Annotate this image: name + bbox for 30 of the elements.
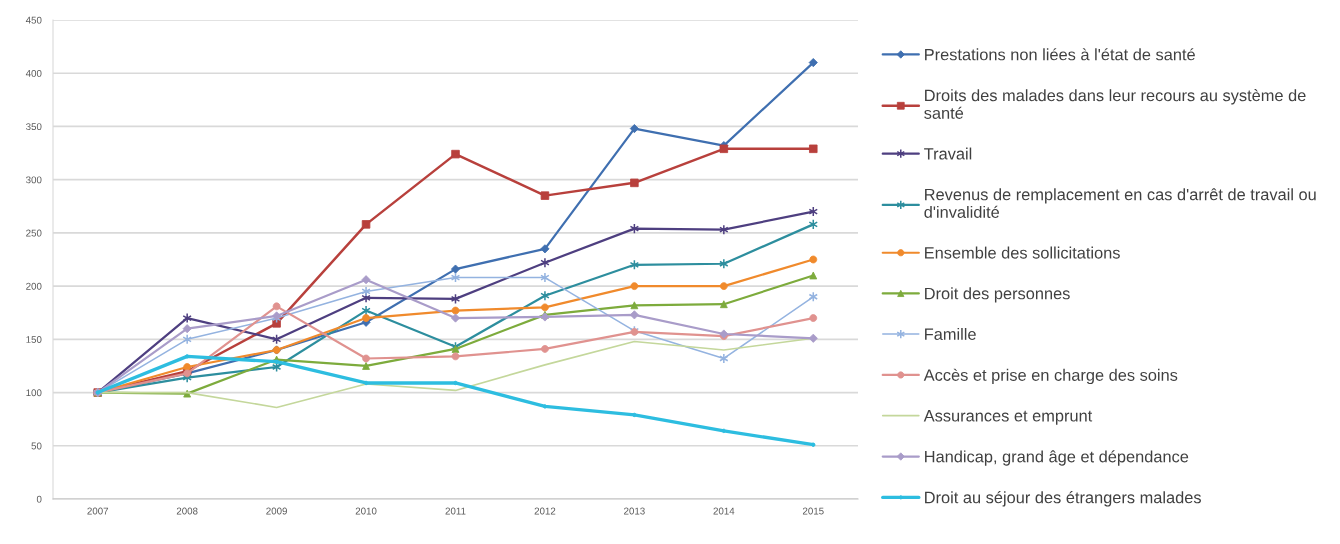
x-tick-label: 2012 [534,507,556,515]
x-tick-label: 2008 [176,507,198,515]
y-tick-label: 250 [26,229,42,237]
legend-label: Accès et prise en charge des soins [923,368,1178,385]
y-tick-label: 300 [26,176,42,184]
legend-label: Revenus de remplacement en cas d'arrêt de travail ou d'invalidité [924,188,1316,218]
legend-label: Droit des personnes [925,287,1070,303]
y-tick-label: 450 [25,16,42,24]
x-tick-label: 2011 [445,507,466,515]
legend-label: Droits des malades dans leur recours au système de santé [924,89,1306,119]
y-tick-label: 150 [26,336,42,343]
y-tick-label: 0 [36,495,42,503]
y-tick-label: 200 [26,282,42,290]
x-tick-label: 2009 [266,507,287,515]
x-tick-label: 2014 [713,507,735,515]
legend-label: Droit au séjour des étrangers malades [925,491,1201,507]
y-tick-label: 350 [26,123,42,131]
y-tick-label: 400 [25,69,42,77]
x-tick-label: 2015 [802,507,824,515]
legend-label: Ensemble des sollicitations [925,246,1120,259]
x-tick-label: 2013 [624,507,645,515]
x-tick-label: 2010 [355,507,377,515]
legend-label: Handicap, grand âge et dépendance [925,450,1189,466]
y-tick-label: 100 [26,389,42,397]
legend-label: Travail [924,147,972,160]
legend-label: Prestations non liées à l'état de santé [925,48,1195,61]
x-tick-label: 2007 [87,507,109,515]
legend-label: Assurances et emprunt [923,410,1093,425]
y-tick-label: 50 [31,442,42,450]
legend-label: Famille [925,327,976,341]
